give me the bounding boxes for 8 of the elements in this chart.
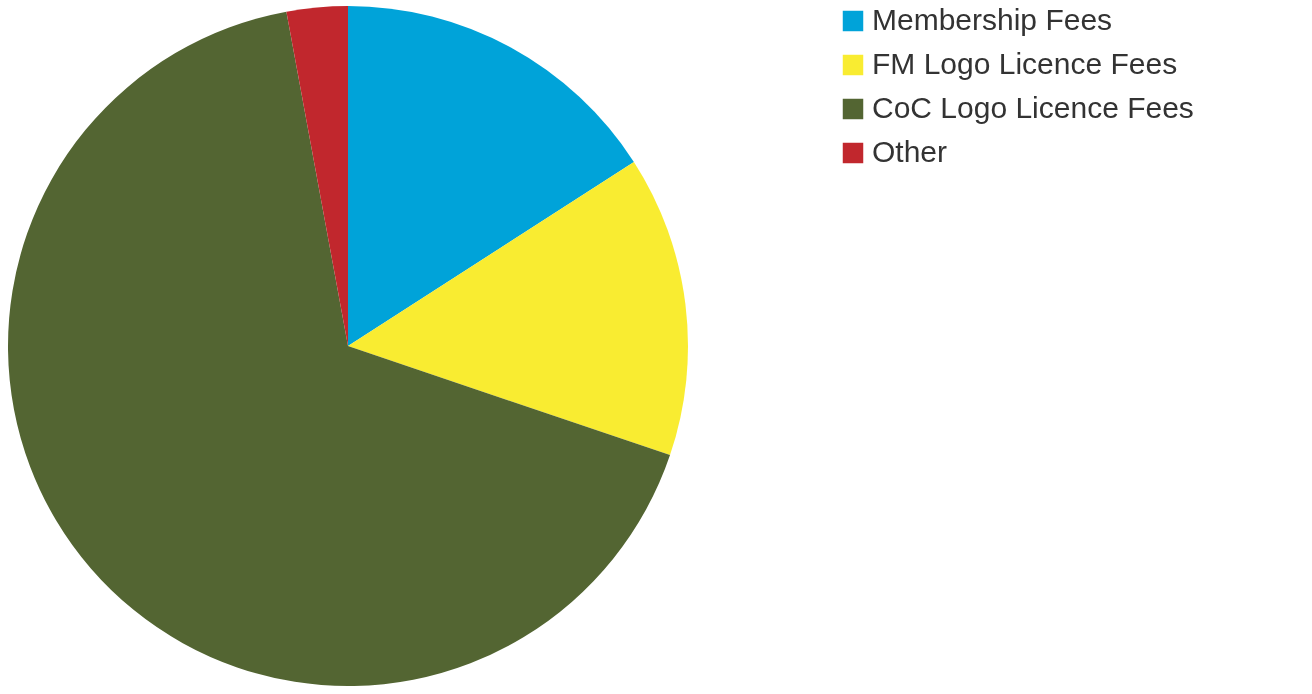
legend-label: FM Logo Licence Fees (872, 47, 1178, 80)
pie-slice (348, 6, 634, 346)
legend-label: CoC Logo Licence Fees (872, 91, 1194, 124)
legend-label: Other (872, 135, 948, 168)
pie-slice (348, 162, 688, 456)
pie-slice (286, 6, 348, 346)
legend-label: Membership Fees (872, 3, 1113, 36)
pie-slice (8, 11, 671, 686)
